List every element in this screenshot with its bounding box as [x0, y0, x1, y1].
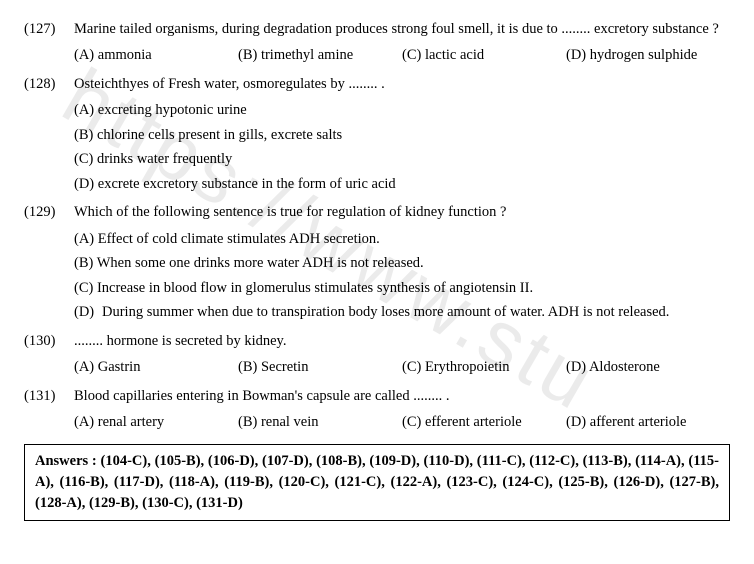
option: (C) Increase in blood flow in glomerulus…: [74, 277, 730, 299]
option: (A) Gastrin: [74, 356, 238, 378]
option: (C) efferent arteriole: [402, 411, 566, 433]
question-number: (128): [24, 73, 74, 95]
option: (A) renal artery: [74, 411, 238, 433]
option: (C) drinks water frequently: [74, 148, 730, 170]
options-row: (A) ammonia(B) trimethyl amine(C) lactic…: [74, 44, 730, 66]
question-number: (127): [24, 18, 74, 40]
options-row: (A) renal artery(B) renal vein(C) effere…: [74, 411, 730, 433]
option: (D) afferent arteriole: [566, 411, 730, 433]
question-text: Osteichthyes of Fresh water, osmoregulat…: [74, 73, 730, 95]
question-text: Marine tailed organisms, during degradat…: [74, 18, 730, 40]
question: (131)Blood capillaries entering in Bowma…: [24, 385, 730, 407]
option: (B) trimethyl amine: [238, 44, 402, 66]
option: (D) excrete excretory substance in the f…: [74, 173, 730, 195]
option: (B) When some one drinks more water ADH …: [74, 252, 730, 274]
question-number: (129): [24, 201, 74, 223]
questions-list: (127)Marine tailed organisms, during deg…: [24, 18, 730, 434]
question-text: Blood capillaries entering in Bowman's c…: [74, 385, 730, 407]
option: (C) Erythropoietin: [402, 356, 566, 378]
option: (A) Effect of cold climate stimulates AD…: [74, 228, 730, 250]
option: (B) Secretin: [238, 356, 402, 378]
question: (127)Marine tailed organisms, during deg…: [24, 18, 730, 40]
question: (129)Which of the following sentence is …: [24, 201, 730, 223]
option: (C) lactic acid: [402, 44, 566, 66]
option: (A) excreting hypotonic urine: [74, 99, 730, 121]
options-row: (A) Gastrin(B) Secretin(C) Erythropoieti…: [74, 356, 730, 378]
option: (D) hydrogen sulphide: [566, 44, 730, 66]
question: (130)........ hormone is secreted by kid…: [24, 330, 730, 352]
question: (128)Osteichthyes of Fresh water, osmore…: [24, 73, 730, 95]
question-text: Which of the following sentence is true …: [74, 201, 730, 223]
option: (A) ammonia: [74, 44, 238, 66]
option: (B) renal vein: [238, 411, 402, 433]
question-number: (131): [24, 385, 74, 407]
question-text: ........ hormone is secreted by kidney.: [74, 330, 730, 352]
question-number: (130): [24, 330, 74, 352]
option: (B) chlorine cells present in gills, exc…: [74, 124, 730, 146]
option: (D) Aldosterone: [566, 356, 730, 378]
option: (D)During summer when due to transpirati…: [74, 301, 730, 323]
answers-box: Answers : (104-C), (105-B), (106-D), (10…: [24, 444, 730, 521]
